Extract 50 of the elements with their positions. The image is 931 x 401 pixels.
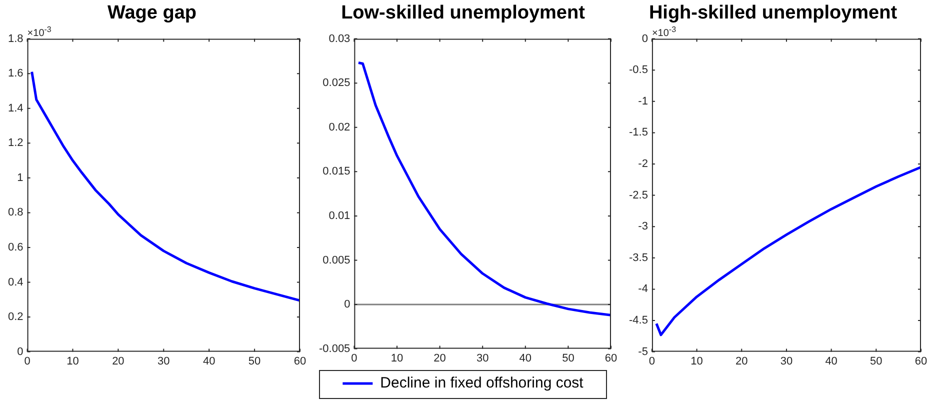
y-tick-label: 1.6 [8, 68, 24, 80]
y-tick-label: -2.5 [628, 189, 648, 202]
y-tick-label: 0 [344, 298, 350, 311]
y-tick-label: 0.8 [8, 206, 24, 219]
chart-title: Wage gap [107, 2, 197, 24]
y-tick-label: -3 [638, 220, 648, 233]
legend-label: Decline in fixed offshoring cost [380, 374, 584, 392]
y-tick-label: 0.015 [322, 166, 350, 178]
y-tick-label: -2 [638, 158, 648, 170]
y-tick-label: 0.6 [8, 242, 24, 254]
y-tick-label: -4 [638, 283, 648, 296]
x-tick-label: 10 [66, 355, 79, 368]
y-tick-label: 0.4 [8, 276, 24, 288]
y-tick-label: -1 [638, 95, 648, 108]
x-tick-label: 60 [914, 355, 928, 368]
y-tick-label: -0.005 [318, 342, 350, 355]
x-tick-label: 40 [518, 352, 532, 364]
y-tick-label: 0.03 [328, 32, 350, 45]
y-tick-label: -1.5 [628, 126, 648, 139]
x-tick-label: 40 [202, 355, 216, 368]
y-tick-label: 0.01 [328, 210, 350, 222]
x-tick-label: 10 [390, 352, 403, 364]
y-tick-label: 1.8 [8, 32, 24, 45]
x-tick-label: 30 [158, 355, 170, 368]
y-tick-label: 1.2 [8, 137, 24, 150]
x-tick-label: 10 [690, 355, 703, 368]
x-tick-label: 40 [825, 355, 838, 368]
y-tick-label: 0.2 [8, 311, 24, 324]
x-tick-label: 20 [736, 355, 748, 368]
y-tick-label: 0.025 [322, 77, 350, 90]
x-tick-label: 50 [870, 355, 882, 368]
y-tick-label: -0.5 [628, 64, 648, 76]
y-tick-label: 1.4 [8, 102, 24, 114]
x-tick-label: 20 [112, 355, 124, 368]
y-tick-label: 1 [17, 172, 24, 184]
x-tick-label: 30 [476, 352, 488, 364]
x-tick-label: 20 [433, 352, 446, 364]
x-tick-label: 60 [604, 352, 617, 364]
y-tick-label: 0.02 [328, 121, 350, 134]
y-tick-label: -3.5 [628, 252, 648, 264]
x-tick-label: 50 [248, 355, 261, 368]
x-tick-label: 50 [562, 352, 574, 364]
x-tick-label: 30 [780, 355, 793, 368]
y-tick-label: -5 [638, 346, 648, 358]
y-tick-label: -4.5 [628, 314, 648, 327]
y-tick-label: 0.005 [322, 254, 350, 266]
chart-title: High-skilled unemployment [648, 2, 898, 24]
chart-title: Low-skilled unemployment [340, 2, 586, 24]
x-tick-label: 60 [294, 355, 306, 368]
y-tick-label: 0 [642, 32, 648, 45]
